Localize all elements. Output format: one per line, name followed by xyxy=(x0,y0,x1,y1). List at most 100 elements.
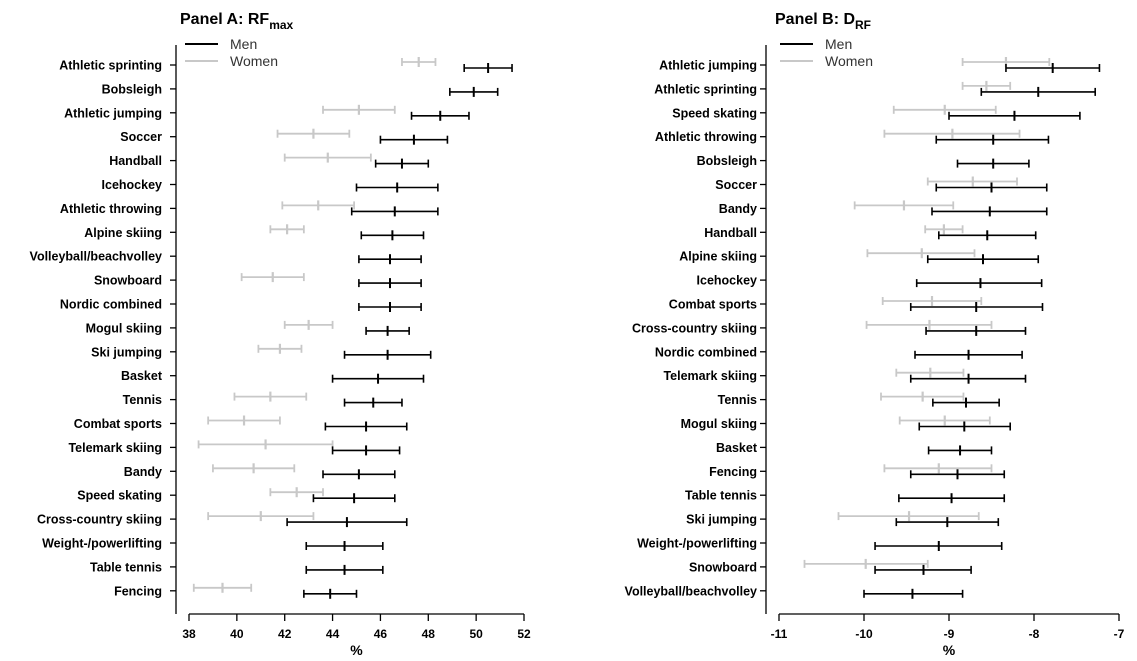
errorbar-men xyxy=(379,134,449,145)
x-axis-label: % xyxy=(943,642,956,658)
category-label: Bandy xyxy=(124,465,162,479)
errorbar-men xyxy=(343,349,432,360)
category-label: Handball xyxy=(704,226,757,240)
errorbar-men xyxy=(956,158,1030,169)
category-label: Ski jumping xyxy=(686,513,757,527)
errorbar-women xyxy=(895,367,965,378)
x-tick-label: -8 xyxy=(1029,627,1040,641)
x-tick-label: 42 xyxy=(278,627,292,641)
x-tick-label: -10 xyxy=(855,627,873,641)
errorbar-men xyxy=(331,373,425,384)
errorbar-men xyxy=(303,588,358,599)
errorbar-men xyxy=(324,421,408,432)
category-label: Tennis xyxy=(718,393,757,407)
errorbar-men xyxy=(365,325,410,336)
errorbar-men xyxy=(927,445,993,456)
errorbar-women xyxy=(866,248,976,259)
errorbar-women xyxy=(865,319,993,330)
errorbar-women xyxy=(192,582,253,593)
errorbar-men xyxy=(331,445,401,456)
errorbar-women xyxy=(283,319,334,330)
errorbar-men xyxy=(374,158,430,169)
category-label: Weight-/powerlifting xyxy=(42,537,162,551)
category-label: Bobsleigh xyxy=(102,82,162,96)
category-label: Soccer xyxy=(120,130,162,144)
x-tick-label: 50 xyxy=(469,627,483,641)
errorbar-men xyxy=(286,517,408,528)
errorbar-women xyxy=(961,57,1051,67)
errorbar-men xyxy=(358,278,422,289)
errorbar-men xyxy=(898,493,1006,504)
errorbar-men xyxy=(410,110,470,121)
errorbar-women xyxy=(803,558,929,569)
panel-title: Panel A: RFmax xyxy=(180,11,294,32)
category-label: Nordic combined xyxy=(60,298,162,312)
errorbar-women xyxy=(883,128,1021,139)
category-label: Ski jumping xyxy=(91,345,162,359)
errorbar-men xyxy=(909,469,1006,480)
errorbar-men xyxy=(935,134,1050,145)
category-label: Basket xyxy=(121,369,163,383)
category-label: Cross-country skiing xyxy=(632,321,757,335)
category-label: Athletic jumping xyxy=(659,59,757,73)
x-axis-label: % xyxy=(350,642,363,658)
errorbar-men xyxy=(935,182,1048,193)
category-label: Speed skating xyxy=(672,106,757,120)
category-label: Combat sports xyxy=(669,298,757,312)
errorbar-men xyxy=(358,302,422,312)
errorbar-men xyxy=(463,63,513,73)
category-label: Athletic throwing xyxy=(655,130,757,144)
errorbar-women xyxy=(276,128,351,139)
category-label: Telemark skiing xyxy=(68,441,162,455)
category-label: Mogul skiing xyxy=(681,417,757,431)
category-label: Bobsleigh xyxy=(697,154,757,168)
errorbar-men xyxy=(931,206,1048,217)
errorbar-women xyxy=(883,463,993,474)
legend-label-men: Men xyxy=(825,36,852,52)
errorbar-men xyxy=(322,469,396,480)
category-label: Nordic combined xyxy=(655,345,757,359)
errorbar-women xyxy=(269,487,324,498)
category-label: Athletic sprinting xyxy=(59,59,162,73)
errorbar-men xyxy=(895,517,1000,528)
category-label: Athletic throwing xyxy=(60,202,162,216)
errorbar-men xyxy=(355,182,439,193)
x-tick-label: -11 xyxy=(771,627,788,641)
errorbar-women xyxy=(961,80,1012,91)
errorbar-women xyxy=(240,272,305,283)
errorbar-men xyxy=(926,254,1040,265)
errorbar-women xyxy=(207,415,281,426)
category-label: Volleyball/beachvolley xyxy=(30,250,163,264)
errorbar-men xyxy=(948,110,1081,121)
errorbar-women xyxy=(926,176,1018,187)
category-label: Alpine skiing xyxy=(679,250,757,264)
errorbar-men xyxy=(350,206,439,217)
category-label: Cross-country skiing xyxy=(37,513,162,527)
x-tick-label: 46 xyxy=(374,627,388,641)
errorbar-women xyxy=(269,224,305,235)
x-tick-label: -9 xyxy=(944,627,955,641)
category-label: Fencing xyxy=(709,465,757,479)
errorbar-men xyxy=(909,373,1027,384)
errorbar-men xyxy=(343,397,403,408)
x-tick-label: 48 xyxy=(422,627,436,641)
category-label: Volleyball/beachvolley xyxy=(625,584,758,598)
category-label: Icehockey xyxy=(697,274,758,288)
panel-title: Panel B: DRF xyxy=(775,11,871,32)
errorbar-women xyxy=(257,343,303,354)
errorbar-women xyxy=(197,439,334,450)
category-label: Mogul skiing xyxy=(86,321,162,335)
errorbar-men xyxy=(918,421,1012,432)
category-label: Athletic sprinting xyxy=(654,82,757,96)
category-label: Bandy xyxy=(719,202,757,216)
legend-label-women: Women xyxy=(825,53,873,69)
errorbar-men xyxy=(874,541,1003,551)
errorbar-women xyxy=(322,104,396,115)
errorbar-women xyxy=(233,391,308,402)
legend-label-men: Men xyxy=(230,36,257,52)
errorbar-men xyxy=(874,564,972,575)
errorbar-women xyxy=(880,391,965,402)
errorbar-men xyxy=(360,230,425,241)
errorbar-men xyxy=(909,302,1044,312)
